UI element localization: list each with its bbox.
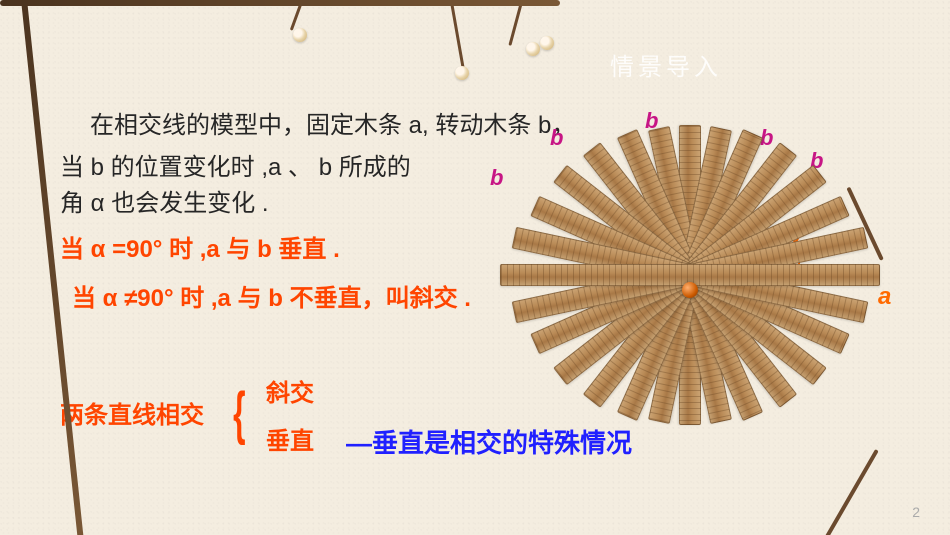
slide: 情景导入 在相交线的模型中，固定木条 a, 转动木条 b， 当 b 的位置变化时… <box>0 0 950 535</box>
bud-icon <box>293 28 307 42</box>
bud-icon <box>526 42 540 56</box>
brace-option-oblique: 斜交 <box>266 376 314 412</box>
twig <box>450 2 465 71</box>
statement-perpendicular: 当 α =90° 时 ,a 与 b 垂直 . <box>60 232 340 268</box>
branch-segment <box>800 449 878 535</box>
page-number: 2 <box>912 502 920 523</box>
label-b: b <box>490 165 503 191</box>
bud-icon <box>540 36 554 50</box>
statement-oblique: 当 α ≠90° 时 ,a 与 b 不垂直，叫斜交 . <box>72 280 472 318</box>
brace-icon: { <box>233 370 245 457</box>
paragraph-line3: 角 α 也会发生变化 . <box>60 186 490 222</box>
bud-icon <box>455 66 469 80</box>
paragraph-line2: 当 b 的位置变化时 ,a 、 b 所成的 <box>60 150 490 186</box>
twig <box>508 2 523 46</box>
branch-top <box>0 0 560 6</box>
label-b: b <box>550 125 563 151</box>
brace-option-perpendicular: 垂直 <box>266 424 314 460</box>
section-title-ghost: 情景导入 <box>610 50 722 86</box>
rotating-sticks-diagram: bbbbbaαα <box>480 130 900 450</box>
pivot-dot <box>682 282 698 298</box>
label-two-lines-intersect: 两条直线相交 <box>60 398 204 434</box>
label-a: a <box>878 283 891 311</box>
